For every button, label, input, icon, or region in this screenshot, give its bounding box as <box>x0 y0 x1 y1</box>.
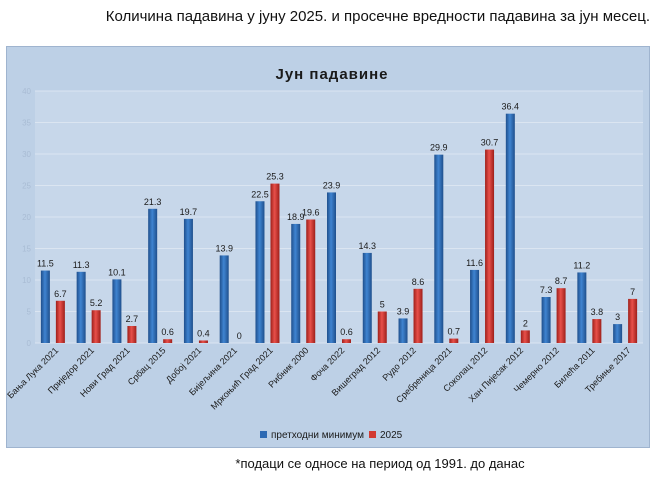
data-label: 11.3 <box>73 260 90 270</box>
data-label: 30.7 <box>481 138 499 148</box>
footnote: *подаци се односе на период од 1991. до … <box>235 456 525 471</box>
data-label: 6.7 <box>54 289 67 299</box>
y-tick-label: 25 <box>22 182 31 191</box>
y-tick-label: 0 <box>27 339 32 348</box>
x-tick-label: Мркоњић Град 2021 <box>209 345 275 411</box>
bar-previous-minimum <box>148 208 158 343</box>
bar-previous-minimum <box>470 269 480 343</box>
legend-swatch-series-1 <box>260 431 267 438</box>
data-label: 2.7 <box>126 314 139 324</box>
bar-previous-minimum <box>434 154 444 343</box>
data-label: 11.6 <box>466 258 483 268</box>
data-label: 0.7 <box>448 327 461 337</box>
bar-2025 <box>449 338 459 343</box>
data-label: 11.2 <box>573 260 590 270</box>
x-tick-label: Фоча 2022 <box>308 345 346 383</box>
bar-previous-minimum <box>255 201 265 343</box>
bar-previous-minimum <box>362 252 372 343</box>
x-tick-label: Рудо 2012 <box>380 345 417 382</box>
bar-2025 <box>377 311 387 343</box>
bar-2025 <box>485 149 495 343</box>
bar-2025 <box>163 339 173 343</box>
data-label: 13.9 <box>215 243 233 253</box>
data-label: 11.5 <box>37 259 54 269</box>
y-tick-label: 20 <box>22 213 31 222</box>
bar-previous-minimum <box>577 272 587 343</box>
bar-previous-minimum <box>398 318 408 343</box>
bar-previous-minimum <box>505 113 515 344</box>
data-label: 10.1 <box>108 267 126 277</box>
bar-2025 <box>270 183 280 343</box>
data-label: 19.7 <box>180 207 198 217</box>
bar-2025 <box>413 288 423 343</box>
data-label: 23.9 <box>323 180 341 190</box>
data-label: 19.6 <box>302 208 320 218</box>
bar-2025 <box>520 330 530 343</box>
bar-previous-minimum <box>613 324 623 343</box>
data-label: 0.6 <box>161 327 174 337</box>
data-label: 18.9 <box>287 212 305 222</box>
data-label: 2 <box>523 318 528 328</box>
y-axis: 0 5 10 15 20 25 30 35 40 <box>22 87 31 348</box>
data-label: 8.6 <box>412 277 425 287</box>
data-label: 21.3 <box>144 197 162 207</box>
bar-2025 <box>628 298 638 343</box>
chart-container: 0 5 10 15 20 25 30 35 40 11.5 6.7 11.3 5.2 10.1 2.7 21… <box>6 46 650 448</box>
legend: претходни минимум 2025 <box>260 430 403 441</box>
bar-2025 <box>91 310 101 343</box>
bar-2025 <box>306 219 316 343</box>
data-label: 25.3 <box>266 172 284 182</box>
data-label: 3.9 <box>397 306 410 316</box>
data-label: 7.3 <box>540 285 553 295</box>
bar-previous-minimum <box>541 297 551 343</box>
bars <box>40 113 638 344</box>
bar-previous-minimum <box>112 279 122 343</box>
bar-2025 <box>55 300 65 343</box>
bar-2025 <box>592 319 602 343</box>
bar-previous-minimum <box>219 255 229 343</box>
bar-2025 <box>127 325 137 343</box>
legend-label-series-2: 2025 <box>380 430 403 441</box>
bar-previous-minimum <box>183 218 193 343</box>
data-label: 0.6 <box>340 327 353 337</box>
y-tick-label: 35 <box>22 119 31 128</box>
data-label: 14.3 <box>358 241 376 251</box>
data-label: 3.8 <box>591 307 604 317</box>
y-tick-label: 30 <box>22 150 31 159</box>
legend-label-series-1: претходни минимум <box>271 430 364 441</box>
bar-previous-minimum <box>291 223 301 343</box>
data-label: 0.4 <box>197 328 210 338</box>
bar-2025 <box>198 340 208 343</box>
bar-previous-minimum <box>327 192 336 343</box>
legend-swatch-series-2 <box>369 431 376 438</box>
data-label: 7 <box>630 287 635 297</box>
y-tick-label: 15 <box>22 245 31 254</box>
data-label: 0 <box>237 331 242 341</box>
data-label: 36.4 <box>502 102 520 112</box>
data-label: 5.2 <box>90 298 103 308</box>
x-tick-label: Србац 2015 <box>126 345 168 387</box>
data-label: 8.7 <box>555 276 568 286</box>
y-tick-label: 40 <box>22 87 31 96</box>
data-labels: 11.5 6.7 11.3 5.2 10.1 2.7 21.3 0.6 19.7 0.4 13.9 0… <box>37 102 635 341</box>
bar-previous-minimum <box>40 270 50 343</box>
page-heading: Количина падавина у јуну 2025. и просечн… <box>105 8 650 25</box>
bar-2025 <box>342 339 351 343</box>
y-tick-label: 10 <box>22 276 31 285</box>
y-tick-label: 5 <box>27 308 32 317</box>
data-label: 3 <box>615 312 620 322</box>
bar-previous-minimum <box>76 271 86 343</box>
chart-title: Јун падавине <box>275 66 388 83</box>
data-label: 29.9 <box>430 143 448 153</box>
bar-2025 <box>556 288 566 343</box>
data-label: 22.5 <box>251 189 269 199</box>
data-label: 5 <box>380 300 385 310</box>
